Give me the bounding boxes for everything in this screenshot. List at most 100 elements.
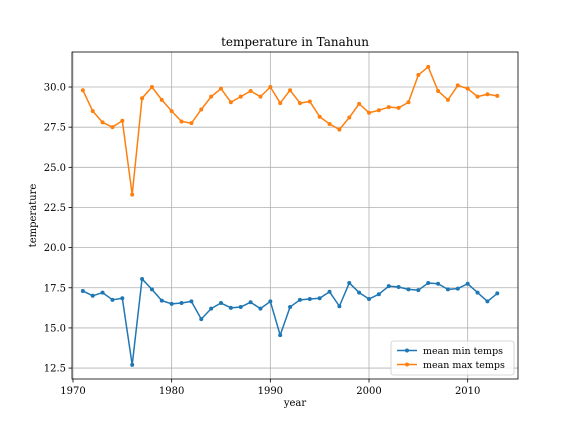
series-2-point	[130, 192, 135, 197]
series-2-point	[278, 101, 283, 106]
series-2-point	[406, 100, 411, 105]
series-2-point	[455, 83, 460, 88]
series-1-point	[169, 301, 174, 306]
series-2-point	[228, 100, 233, 105]
series-1-point	[396, 284, 401, 289]
series-2-point	[100, 120, 105, 125]
series-1-point	[376, 292, 381, 297]
series-1-point	[288, 305, 293, 310]
series-1-point	[140, 276, 145, 281]
series-2-point	[416, 72, 421, 77]
y-tick-label: 30.0	[44, 83, 66, 94]
series-1-point	[228, 305, 233, 310]
series-2-point	[317, 114, 322, 119]
legend-swatch-marker	[405, 348, 409, 353]
series-2-point	[209, 94, 214, 99]
series-1-point	[347, 280, 352, 285]
series-2-point	[475, 94, 480, 99]
y-tick-label: 27.5	[44, 123, 66, 134]
series-2-point	[288, 88, 293, 93]
series-2-point	[179, 119, 184, 124]
series-2-point	[149, 85, 154, 90]
series-1-point	[495, 291, 500, 296]
legend-entry-label: mean min temps	[423, 346, 503, 357]
series-group	[80, 64, 500, 367]
series-1-point	[475, 290, 480, 295]
legend-swatch-marker	[405, 362, 409, 367]
grid-lines	[72, 52, 518, 379]
series-1-point	[416, 288, 421, 293]
chart-title: temperature in Tanahun	[221, 35, 369, 49]
y-tick-label: 25.0	[44, 163, 66, 174]
series-2-point	[327, 121, 332, 126]
series-1-point	[386, 284, 391, 289]
legend: mean min temps mean max temps	[390, 340, 515, 376]
series-2-point	[140, 96, 145, 101]
series-1-point	[485, 299, 490, 304]
series-1-point	[209, 306, 214, 311]
legend-entry-label: mean max temps	[423, 360, 505, 371]
series-1-point	[317, 296, 322, 301]
y-tick-label: 12.5	[44, 364, 66, 375]
x-tick-label: 1980	[159, 386, 184, 397]
series-1-point	[327, 289, 332, 294]
series-1-point	[367, 297, 372, 302]
series-2-point	[436, 89, 441, 94]
series-1-point	[406, 287, 411, 292]
series-2-point	[248, 89, 253, 94]
series-1-point	[149, 287, 154, 292]
series-2-point	[376, 108, 381, 113]
series-1-point	[218, 301, 223, 306]
series-1-point	[436, 281, 441, 286]
series-1-point	[238, 305, 243, 310]
series-1-point	[426, 280, 431, 285]
x-axis-label: year	[283, 398, 307, 409]
series-1-point	[179, 301, 184, 306]
series-1-point	[357, 290, 362, 295]
series-2-point	[80, 88, 85, 93]
series-2-point	[445, 97, 450, 102]
y-axis-label: temperature	[28, 184, 39, 248]
series-1-point	[455, 286, 460, 291]
series-1-point	[80, 288, 85, 293]
series-2-point	[485, 92, 490, 97]
x-tick-label: 1990	[258, 386, 283, 397]
series-1-point	[120, 296, 125, 301]
series-1-point	[465, 281, 470, 286]
series-1-point	[278, 333, 283, 338]
series-2-point	[238, 94, 243, 99]
series-1-point	[337, 304, 342, 309]
y-tick-label: 17.5	[44, 283, 66, 294]
series-1-point	[258, 306, 263, 311]
series-1-point	[130, 362, 135, 367]
y-tick-label: 15.0	[44, 323, 66, 334]
series-1-point	[199, 317, 204, 322]
series-2-point	[337, 127, 342, 132]
series-1-point	[297, 297, 302, 302]
series-1-point	[307, 297, 312, 302]
plot-area-frame	[71, 51, 519, 380]
series-2-point	[110, 125, 115, 130]
series-2-point	[120, 118, 125, 123]
x-tick-label: 1970	[60, 386, 85, 397]
series-2-point	[495, 93, 500, 98]
series-1-point	[159, 298, 164, 303]
series-2-point	[90, 109, 95, 114]
series-2-point	[199, 107, 204, 112]
series-2-point	[169, 109, 174, 114]
y-tick-label: 22.5	[44, 203, 66, 214]
series-2-point	[297, 101, 302, 106]
series-2-point	[189, 121, 194, 126]
series-2-point	[268, 85, 273, 90]
axis-ticks: 1970 1980 1990 2000 2010 12.5 15.0 17.5 20.0 22.5…	[44, 83, 481, 397]
series-2-point	[159, 97, 164, 102]
series-2-point	[386, 105, 391, 110]
series-1-point	[248, 300, 253, 305]
series-2-point	[465, 86, 470, 91]
series-2-point	[367, 110, 372, 115]
series-1-point	[110, 297, 115, 302]
series-2-point	[357, 101, 362, 106]
series-1-point	[189, 299, 194, 304]
series-2-point	[307, 99, 312, 104]
